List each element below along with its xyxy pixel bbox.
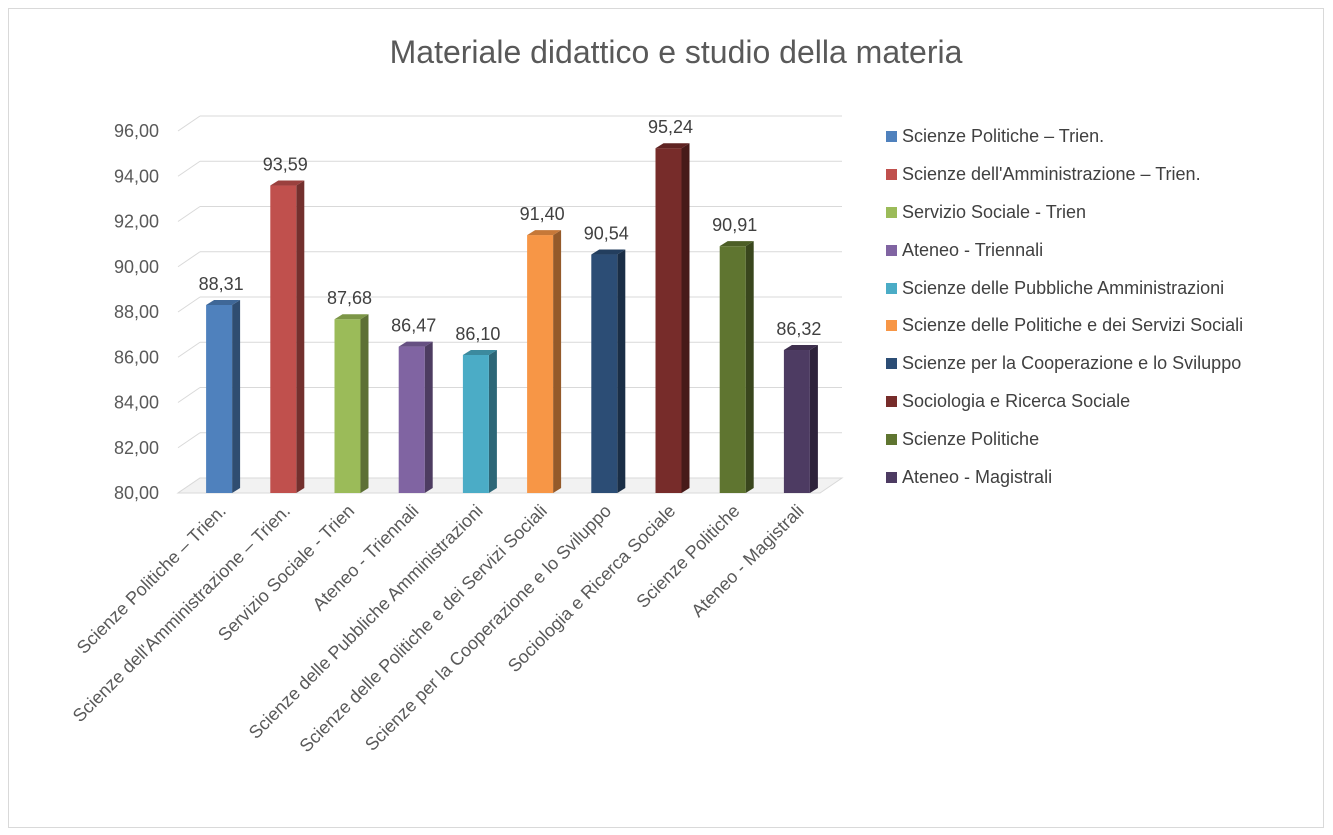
- legend-label: Ateneo - Triennali: [902, 239, 1044, 260]
- y-tick-label: 94,00: [114, 166, 159, 186]
- legend-item: Scienze dell'Amministrazione – Trien.: [886, 156, 1243, 194]
- legend-swatch: [886, 244, 897, 256]
- y-tick-label: 84,00: [114, 393, 159, 413]
- bar: [206, 304, 233, 493]
- legend-swatch: [886, 320, 897, 332]
- bar-top: [591, 249, 626, 255]
- legend-label: Scienze Politiche: [902, 428, 1040, 449]
- legend-swatch: [886, 471, 897, 483]
- bar-top: [719, 241, 754, 247]
- legend-label: Ateneo - Magistrali: [902, 466, 1053, 487]
- bar-side: [360, 314, 369, 493]
- data-label: 88,31: [199, 274, 244, 294]
- data-label: 90,91: [712, 215, 757, 235]
- bar: [783, 350, 810, 493]
- data-label: 93,59: [263, 155, 308, 175]
- legend-swatch: [886, 358, 897, 370]
- legend-swatch: [886, 395, 897, 407]
- legend-item: Ateneo - Magistrali: [886, 458, 1243, 496]
- x-tick-label: Scienze delle Pubbliche Amministrazioni: [245, 501, 487, 743]
- legend-item: Ateneo - Triennali: [886, 231, 1243, 269]
- legend-item: Scienze delle Politiche e dei Servizi So…: [886, 307, 1243, 345]
- data-label: 95,24: [648, 117, 693, 137]
- legend-item: Sociologia e Ricerca Sociale: [886, 383, 1243, 421]
- legend-label: Servizio Sociale - Trien: [902, 201, 1087, 222]
- gridline-side: [177, 115, 201, 132]
- gridline-side: [177, 387, 201, 403]
- chart-title: Materiale didattico e studio della mater…: [389, 34, 963, 70]
- legend-label: Scienze delle Pubbliche Amministrazioni: [902, 277, 1225, 298]
- legend-swatch: [886, 131, 897, 143]
- legend-label: Scienze delle Politiche e dei Servizi So…: [902, 315, 1244, 336]
- legend-swatch: [886, 206, 897, 218]
- y-tick-label: 88,00: [114, 302, 159, 322]
- y-tick-label: 92,00: [114, 212, 159, 232]
- legend-label: Scienze per la Cooperazione e lo Svilupp…: [902, 353, 1242, 374]
- legend-item: Scienze Politiche: [886, 420, 1243, 458]
- data-label: 87,68: [327, 288, 372, 308]
- bar-top: [655, 143, 690, 149]
- bar-top: [462, 349, 497, 355]
- bar-side: [488, 349, 497, 493]
- bar: [591, 254, 618, 493]
- bar-side: [809, 345, 818, 493]
- legend-label: Sociologia e Ricerca Sociale: [902, 390, 1131, 411]
- bar-top: [783, 345, 818, 351]
- x-tick-label: Ateneo - Magistrali: [687, 501, 807, 621]
- bar-top: [334, 314, 369, 320]
- bar: [527, 235, 554, 493]
- data-label: 86,47: [391, 316, 436, 336]
- legend-swatch: [886, 282, 897, 294]
- legend-label: Scienze Politiche – Trien.: [902, 126, 1105, 147]
- bar-side: [553, 230, 562, 493]
- legend-swatch: [886, 433, 897, 445]
- gridline-side: [177, 206, 201, 222]
- y-tick-label: 80,00: [114, 483, 159, 503]
- legend-item: Servizio Sociale - Trien: [886, 194, 1243, 232]
- bar-top: [206, 299, 241, 305]
- bar-side: [617, 249, 626, 493]
- data-label: 86,10: [455, 324, 500, 344]
- bar-side: [681, 143, 690, 493]
- bar-top: [270, 180, 305, 186]
- x-tick-label: Ateneo - Triennali: [309, 501, 423, 615]
- y-tick-label: 96,00: [114, 121, 159, 141]
- bar-top: [527, 230, 562, 236]
- bar-side: [296, 180, 305, 493]
- y-tick-label: 90,00: [114, 257, 159, 277]
- bar-top: [398, 341, 433, 347]
- gridline-side: [177, 432, 201, 449]
- gridline-side: [177, 251, 201, 268]
- bar: [398, 346, 425, 493]
- legend-label: Scienze dell'Amministrazione – Trien.: [902, 164, 1201, 185]
- legend-item: Scienze Politiche – Trien.: [886, 118, 1243, 156]
- legend-item: Scienze per la Cooperazione e lo Svilupp…: [886, 345, 1243, 383]
- chart-legend: Scienze Politiche – Trien. Scienze dell'A…: [886, 118, 1243, 496]
- data-label: 90,54: [584, 224, 629, 244]
- data-label: 86,32: [776, 319, 821, 339]
- gridline-side: [177, 296, 201, 313]
- bar: [462, 354, 489, 493]
- y-tick-label: 82,00: [114, 438, 159, 458]
- y-tick-label: 86,00: [114, 347, 159, 367]
- bar-side: [232, 299, 241, 493]
- legend-item: Scienze delle Pubbliche Amministrazioni: [886, 269, 1243, 307]
- bar-side: [745, 241, 754, 493]
- bar: [334, 319, 361, 493]
- gridline-side: [177, 341, 201, 358]
- gridline-side: [177, 160, 201, 177]
- bar-side: [424, 341, 433, 493]
- bar: [719, 246, 746, 493]
- data-label: 91,40: [520, 204, 565, 224]
- bar: [270, 185, 297, 493]
- x-tick-label: Scienze per la Cooperazione e lo Svilupp…: [361, 501, 615, 755]
- legend-swatch: [886, 169, 897, 181]
- bar: [655, 148, 682, 493]
